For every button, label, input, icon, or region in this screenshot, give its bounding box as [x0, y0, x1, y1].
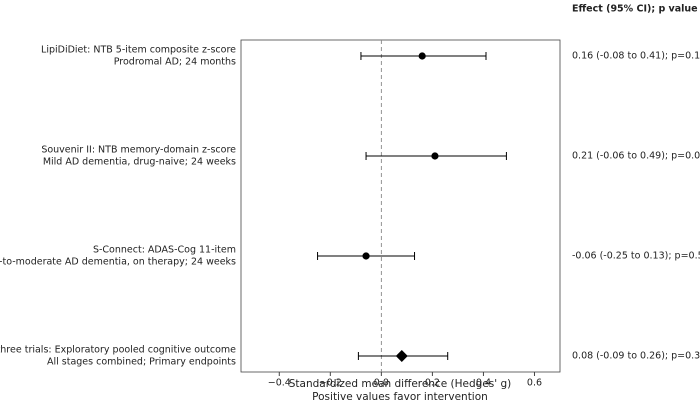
- plot-frame: [240, 39, 561, 373]
- annotation-header: Effect (95% CI); p value: [572, 4, 698, 15]
- x-axis-note: Positive values favor intervention: [312, 391, 488, 403]
- x-tick-label: 0.4: [476, 378, 491, 389]
- point: [362, 252, 370, 260]
- row-detail: Mild-to-moderate AD dementia, on therapy…: [0, 257, 236, 268]
- point: [395, 350, 408, 362]
- x-tick-label: −0.4: [268, 378, 291, 389]
- row-detail: Prodromal AD; 24 months: [114, 57, 236, 68]
- x-tick-label: 0.6: [527, 378, 542, 389]
- row-annotation: 0.21 (-0.06 to 0.49); p=0.023: [572, 151, 700, 162]
- point: [431, 152, 439, 160]
- x-tick-label: 0.2: [425, 378, 440, 389]
- row-label: LipiDiDiet: NTB 5-item composite z-score: [41, 45, 236, 56]
- row-annotation: 0.16 (-0.08 to 0.41); p=0.166: [572, 51, 700, 62]
- row-annotation: 0.08 (-0.09 to 0.26); p=0.35: [572, 351, 700, 362]
- row-label: All three trials: Exploratory pooled cog…: [0, 345, 236, 356]
- point: [418, 52, 426, 60]
- x-tick-label: −0.2: [319, 378, 342, 389]
- row-label: S-Connect: ADAS-Cog 11-item: [93, 245, 236, 256]
- x-axis-label: Standardized mean difference (Hedges' g): [289, 378, 512, 390]
- row-detail: All stages combined; Primary endpoints: [47, 357, 236, 368]
- row-detail: Mild AD dementia, drug-naive; 24 weeks: [43, 157, 236, 168]
- x-tick-label: 0.0: [374, 378, 389, 389]
- row-annotation: -0.06 (-0.25 to 0.13); p=0.513: [572, 251, 700, 262]
- row-label: Souvenir II: NTB memory-domain z-score: [41, 145, 236, 156]
